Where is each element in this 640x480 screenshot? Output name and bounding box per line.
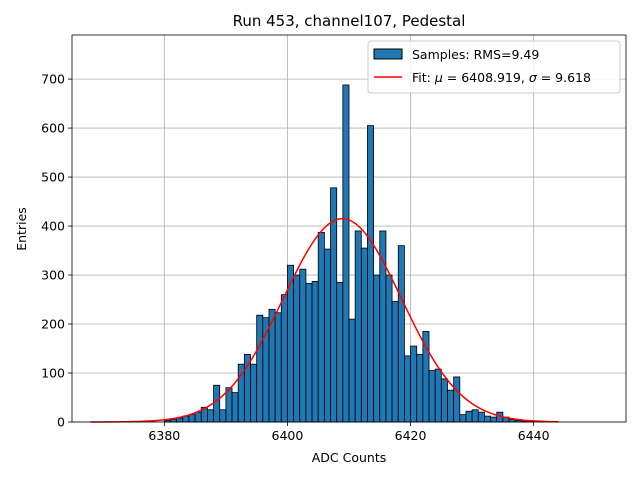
histogram-bar [440,378,448,423]
x-tick-label: 6380 [148,428,180,443]
histogram-bar [213,384,221,423]
y-axis-ticks: 0 100 200 300 400 500 600 700 [41,72,72,430]
histogram-bar [311,281,319,423]
legend-histogram-swatch [373,48,403,60]
x-tick-label: 6400 [272,428,304,443]
histogram-bar [471,409,479,423]
histogram-bar [305,282,313,423]
legend: Samples: RMS=9.49 Fit: μ = 6408.919, σ =… [367,40,621,94]
histogram-bar [484,415,491,423]
histogram-bar [416,353,424,423]
y-tick-label: 600 [41,121,65,136]
histogram-bar [323,248,331,423]
x-tick-label: 6420 [395,428,427,443]
histogram-bar [422,330,430,423]
x-tick-label: 6440 [518,428,550,443]
x-axis-label: ADC Counts [312,450,387,465]
histogram-bar [354,230,362,423]
y-tick-label: 300 [41,268,65,283]
y-axis-label: Entries [14,207,29,251]
histogram-bar [428,370,436,423]
histogram-bar [490,416,498,423]
histogram-bars [163,84,535,423]
histogram-bar [250,363,258,423]
legend-histogram-label: Samples: RMS=9.49 [412,47,539,62]
histogram-bar [176,417,184,423]
legend-fit-label: Fit: μ = 6408.919, σ = 9.618 [412,70,591,85]
histogram-bar [299,268,307,423]
histogram-bar [477,411,485,423]
y-tick-label: 700 [41,72,65,87]
histogram-bar [225,387,233,423]
histogram-bar [280,294,288,423]
histogram-bar [385,274,393,423]
histogram-bar [348,318,356,423]
histogram-bar [434,368,442,423]
chart-title: Run 453, channel107, Pedestal [233,12,466,30]
histogram-bar [194,411,202,423]
histogram-bar [293,274,301,423]
histogram-bar [188,414,196,423]
histogram-bar [410,345,418,423]
histogram-bar [207,409,214,423]
histogram-bar [453,376,461,423]
histogram-bar [342,84,350,423]
y-tick-label: 0 [57,415,65,430]
gaussian-fit-curve [90,217,559,423]
histogram-bar [360,247,368,423]
histogram-bar [465,410,473,423]
y-tick-label: 500 [41,170,65,185]
histogram-bar [274,312,282,423]
histogram-bar [367,125,375,423]
legend-box [367,40,621,94]
histogram-bar [256,314,264,423]
histogram-bar [447,389,455,423]
plot-frame [71,34,627,423]
histogram-bar [403,355,411,423]
histogram-bar [219,409,227,423]
histogram-bar [391,301,399,423]
histogram-bar [231,392,239,423]
histogram-bar [373,274,381,423]
histogram-bar [397,245,405,423]
y-tick-label: 100 [41,366,65,381]
y-tick-label: 200 [41,317,65,332]
x-axis-ticks: 6380 6400 6420 6440 [148,422,550,443]
y-tick-label: 400 [41,219,65,234]
histogram-bar [459,414,467,423]
histogram-bar [317,232,325,423]
histogram-bar [336,281,344,423]
